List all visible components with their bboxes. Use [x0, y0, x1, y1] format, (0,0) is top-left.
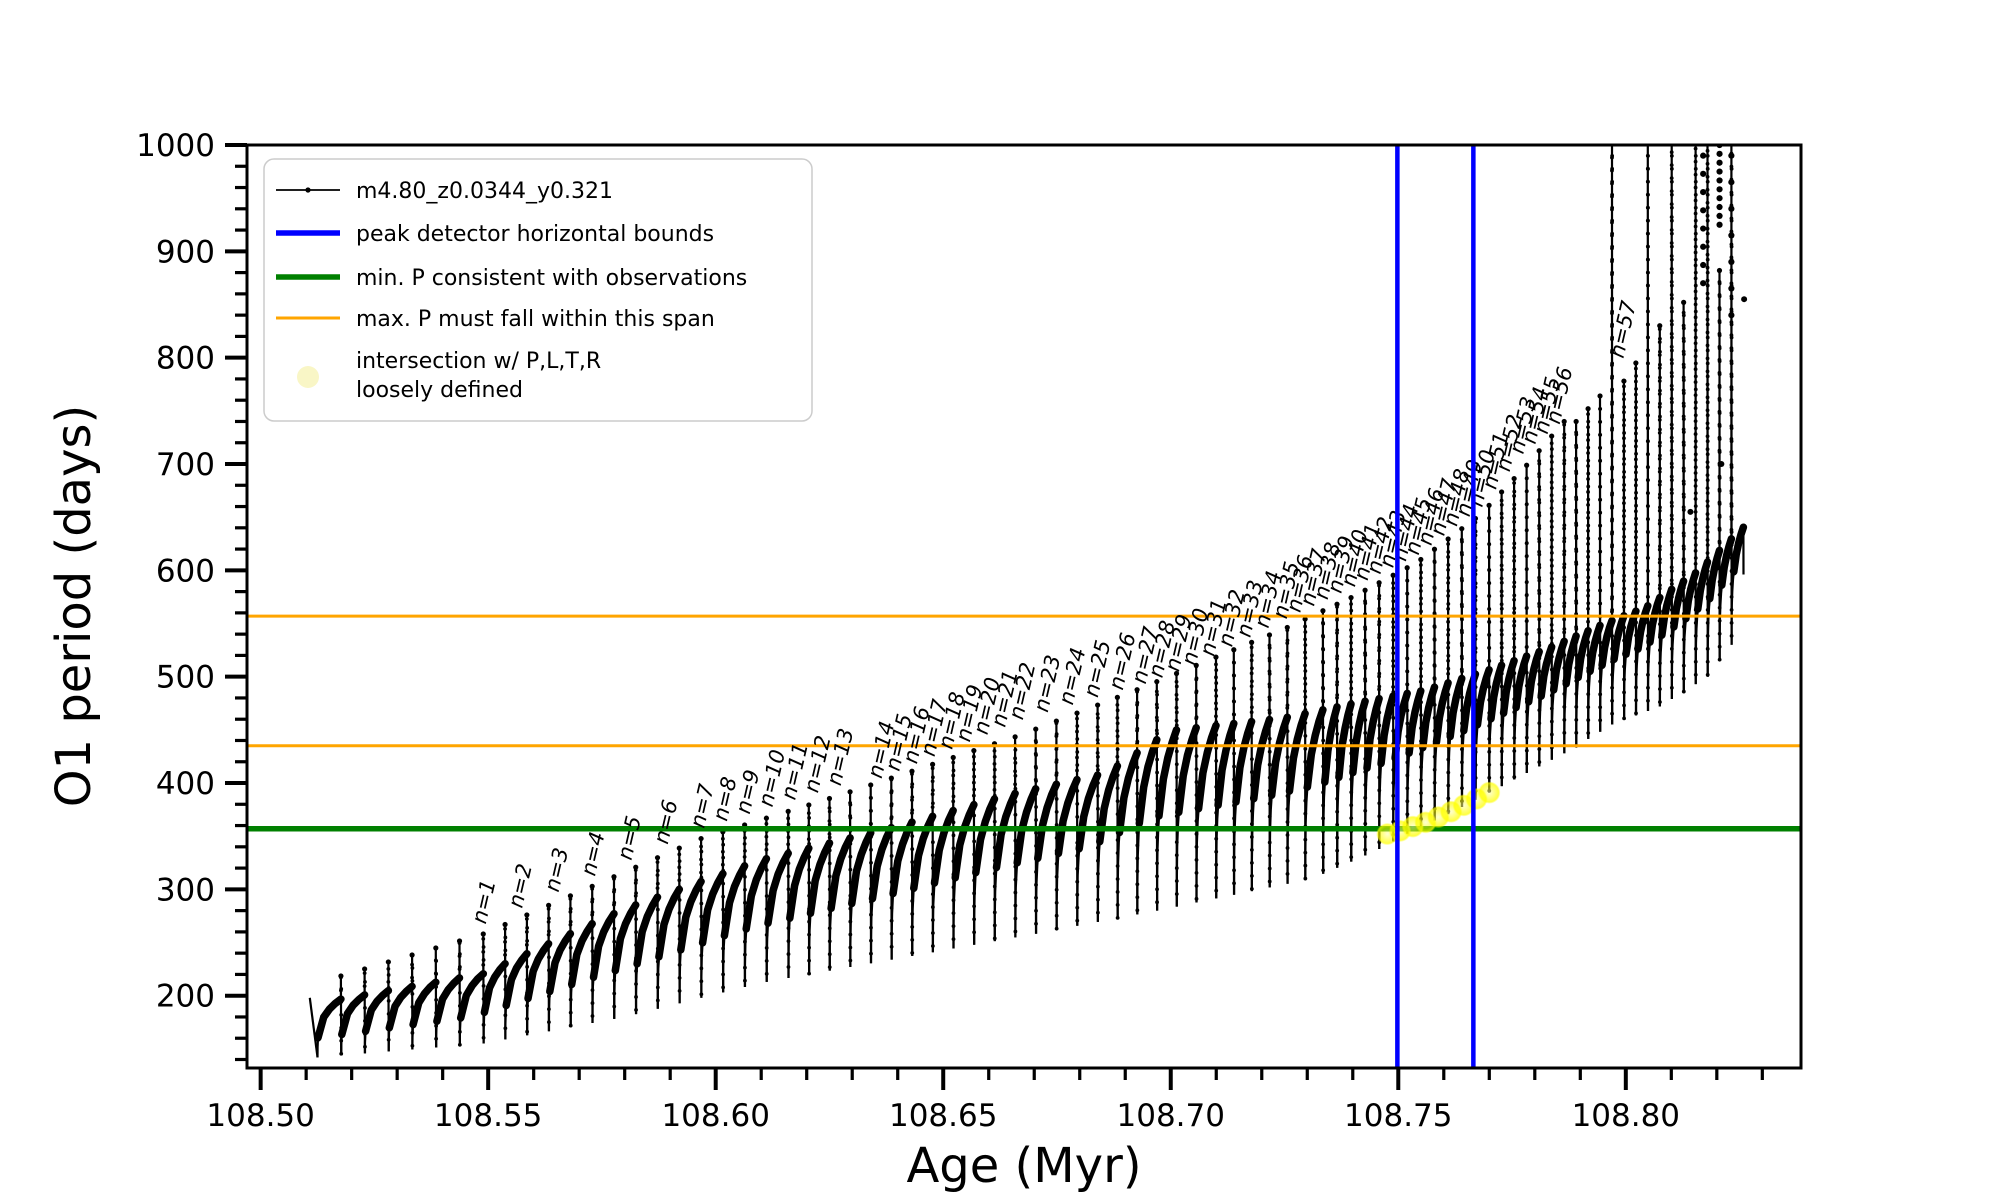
svg-text:108.50: 108.50	[206, 1098, 314, 1134]
peak-count-label: n=57	[1605, 298, 1641, 360]
svg-text:1000: 1000	[136, 128, 215, 164]
threshold-lines	[247, 614, 1801, 832]
x-axis-label: Age (Myr)	[906, 1138, 1141, 1194]
intersection-points	[1376, 781, 1501, 846]
intersection-dot	[1478, 781, 1501, 804]
svg-text:600: 600	[156, 553, 215, 589]
peak-bound-lines	[1395, 145, 1476, 1068]
svg-text:300: 300	[156, 872, 215, 908]
svg-text:108.70: 108.70	[1117, 1098, 1225, 1134]
peak-count-label: n=13	[822, 726, 858, 788]
svg-text:200: 200	[156, 979, 215, 1015]
legend-label: loosely defined	[356, 378, 523, 403]
peak-count-label: n=5	[613, 814, 646, 863]
plot-border	[245, 143, 1803, 1070]
peak-count-label: n=1	[467, 877, 500, 926]
legend-label: intersection w/ P,L,T,R	[356, 349, 601, 374]
svg-text:900: 900	[156, 234, 215, 270]
svg-text:108.55: 108.55	[434, 1098, 542, 1134]
axis-ticks	[225, 143, 1764, 1090]
svg-text:108.80: 108.80	[1572, 1098, 1680, 1134]
peak-count-label: n=2	[504, 861, 537, 910]
svg-text:700: 700	[156, 447, 215, 483]
y-axis-label: O1 period (days)	[46, 405, 102, 808]
peak-count-label: n=3	[540, 845, 573, 894]
legend-label: max. P must fall within this span	[356, 307, 715, 332]
svg-text:108.65: 108.65	[889, 1098, 997, 1134]
peak-count-label: n=56	[1541, 365, 1577, 427]
peak-count-label: n=6	[649, 798, 682, 847]
y-tick-labels: 200 300 400 500 600 700 800 900 1000	[136, 128, 215, 1015]
svg-text:400: 400	[156, 766, 215, 802]
legend-label: peak detector horizontal bounds	[356, 222, 714, 247]
svg-text:800: 800	[156, 341, 215, 377]
peak-count-labels: n=1 n=2 n=3 n=4 n=5 n=6 n=7n=8n=9n=10n=11n=12n…	[467, 298, 1641, 926]
legend-label: min. P consistent with observations	[356, 266, 747, 291]
svg-text:108.75: 108.75	[1344, 1098, 1452, 1134]
series-curve	[308, 145, 1748, 1058]
peak-count-label: n=4	[576, 829, 609, 878]
svg-text:108.60: 108.60	[661, 1098, 769, 1134]
legend-label: m4.80_z0.0344_y0.321	[356, 179, 613, 204]
svg-text:500: 500	[156, 660, 215, 696]
x-tick-labels: 108.50 108.55 108.60 108.65 108.70 108.75 108.…	[206, 1098, 1680, 1134]
